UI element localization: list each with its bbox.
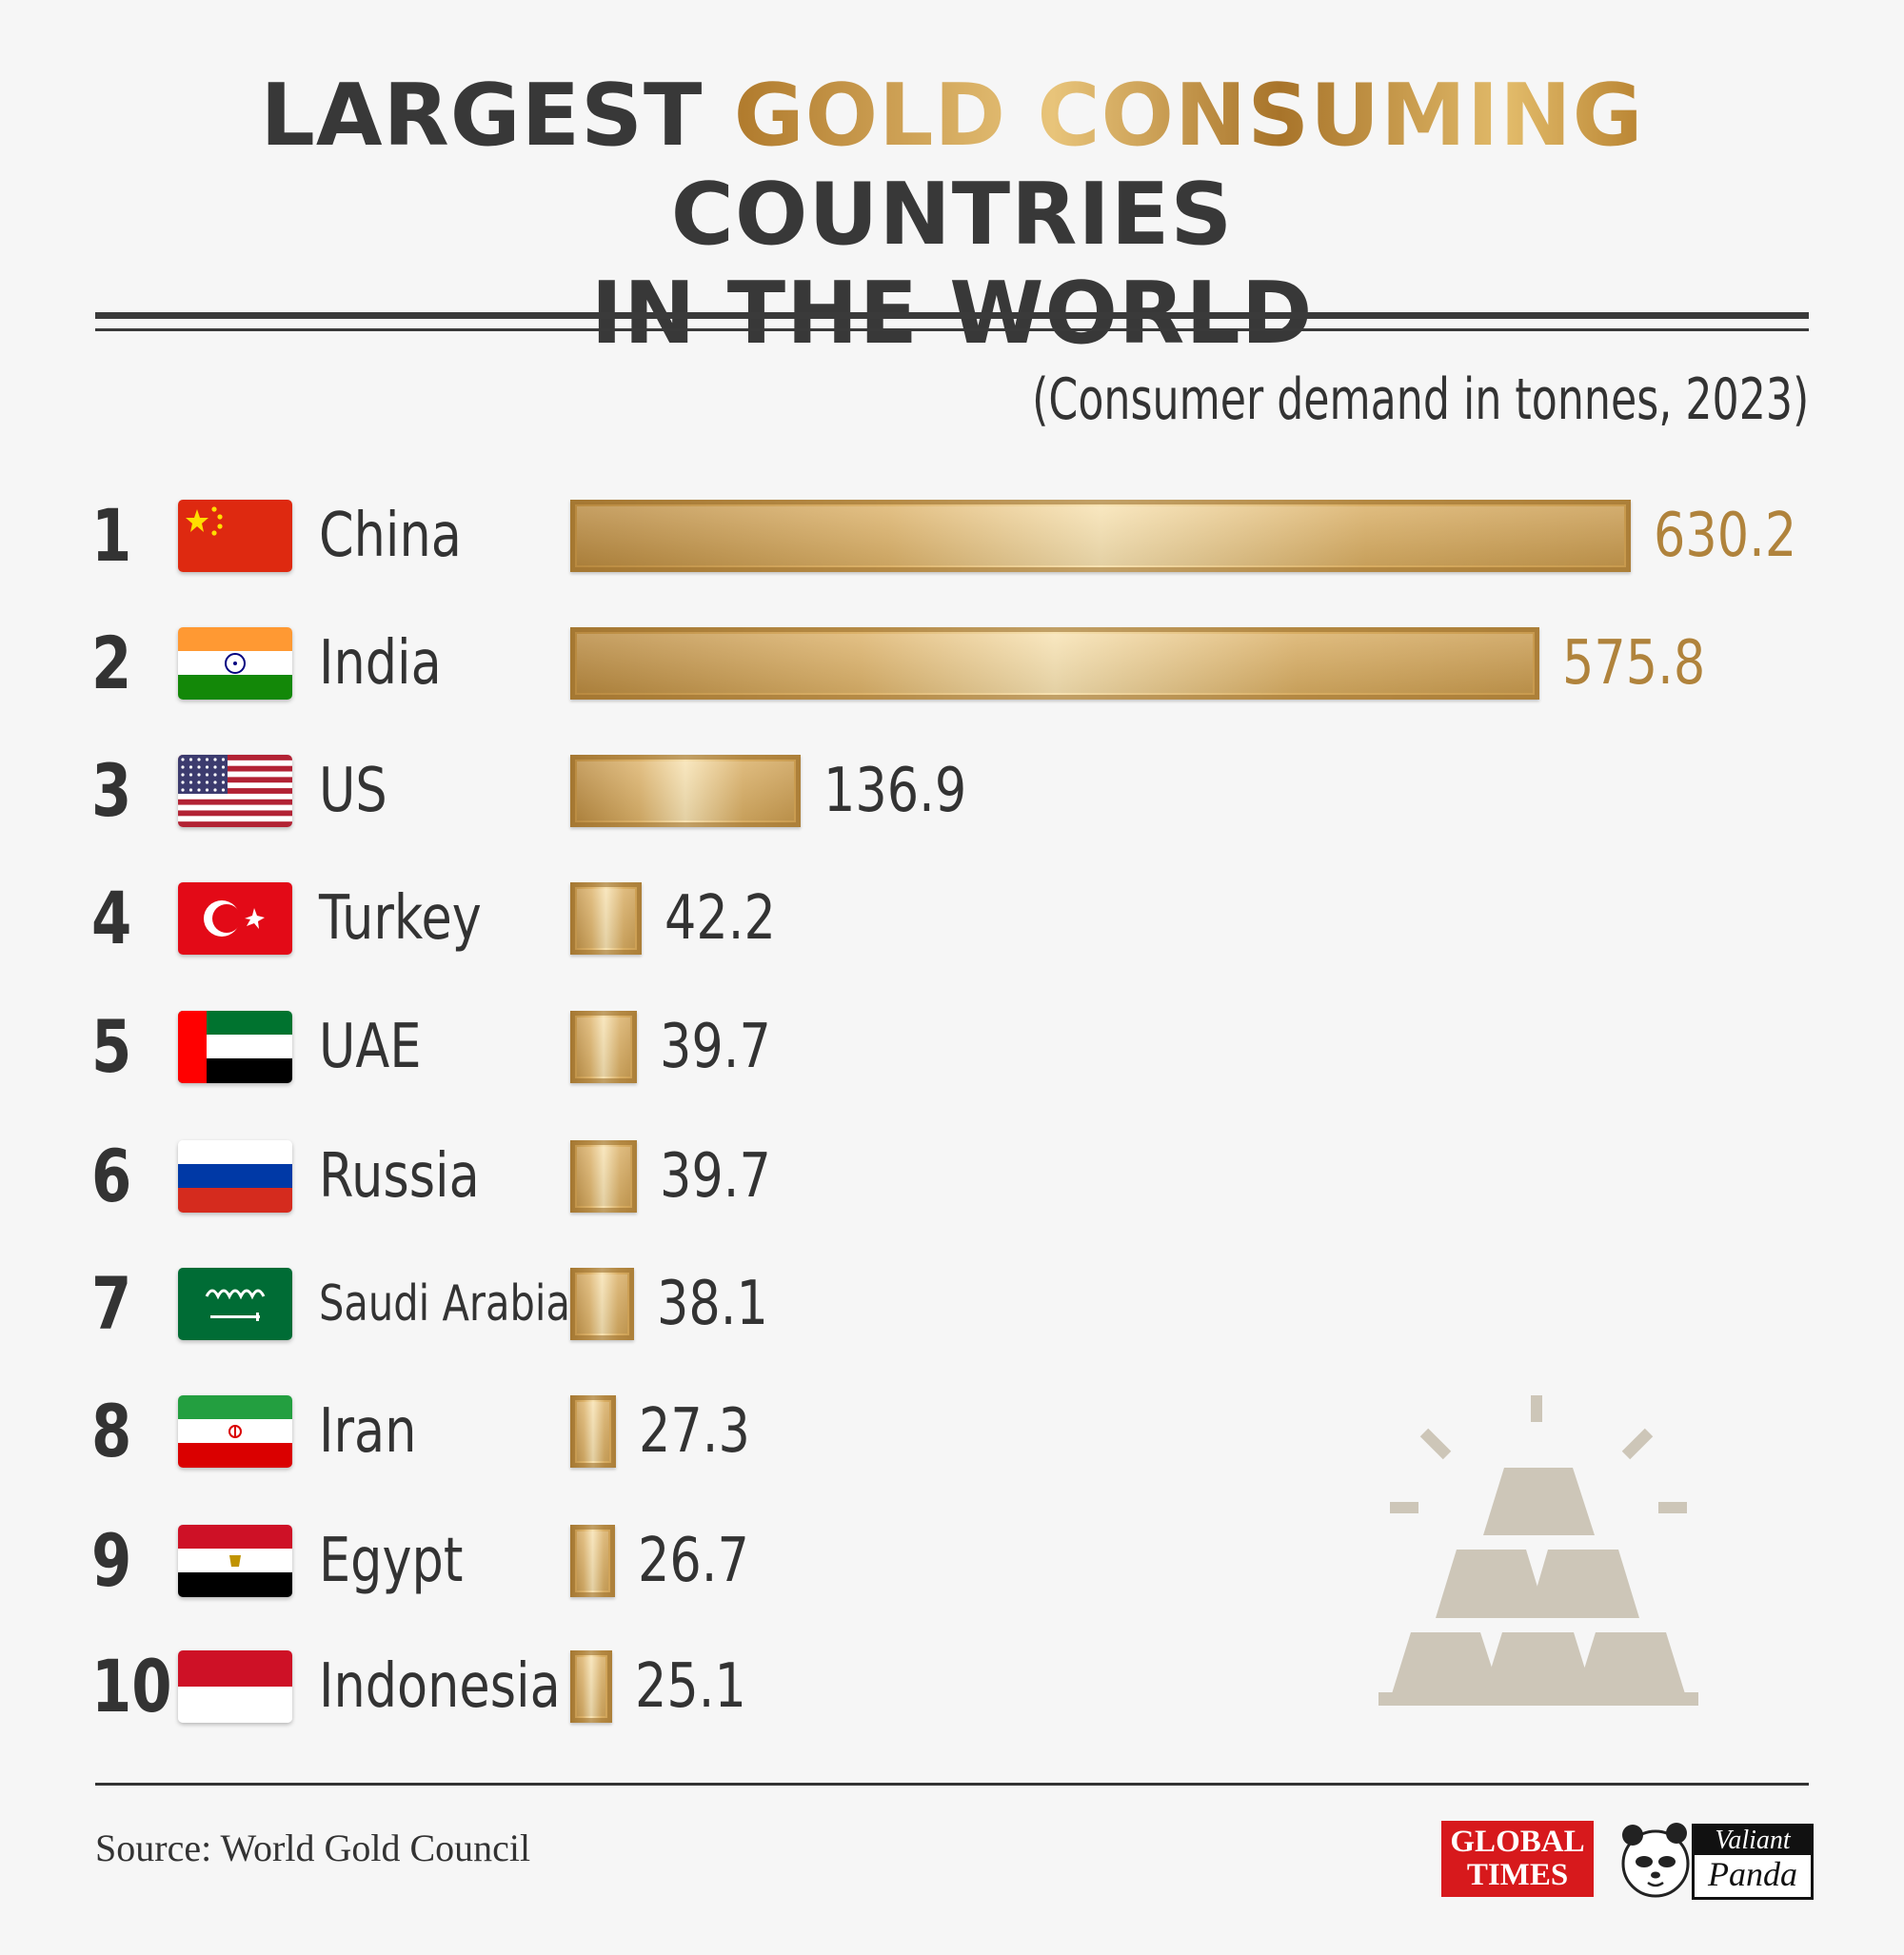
russia-flag-icon xyxy=(178,1140,292,1213)
value-label: 26.7 xyxy=(638,1526,750,1596)
egypt-flag-icon xyxy=(178,1525,292,1597)
bar-row: 6 Russia 39.7 xyxy=(0,1134,1904,1218)
rank-label: 10 xyxy=(91,1644,172,1728)
rank-label: 3 xyxy=(91,748,132,833)
bar-row: 3 US 136.9 xyxy=(0,748,1904,833)
bar xyxy=(570,1395,617,1468)
value-label: 39.7 xyxy=(660,1141,772,1212)
turkey-flag-icon xyxy=(178,882,292,955)
category-label: Turkey xyxy=(319,883,482,954)
rank-label: 9 xyxy=(91,1518,132,1603)
bar-row: 7 Saudi Arabia 38.1 xyxy=(0,1261,1904,1346)
bar xyxy=(570,882,642,955)
top-rule-thin xyxy=(95,328,1809,331)
category-label: Egypt xyxy=(319,1526,464,1596)
bar xyxy=(570,1268,635,1340)
category-label: China xyxy=(319,501,462,571)
category-label: Saudi Arabia xyxy=(319,1275,570,1333)
category-label: India xyxy=(319,628,442,699)
valiant-panda-logo: Valiant Panda xyxy=(1616,1820,1814,1900)
gold-bars-icon xyxy=(1378,1395,1698,1706)
valiant-panda-wordmark: Valiant Panda xyxy=(1692,1824,1814,1900)
global-times-logo-line2: TIMES xyxy=(1466,1858,1569,1892)
indonesia-flag-icon xyxy=(178,1650,292,1723)
value-label: 39.7 xyxy=(660,1012,772,1082)
value-label: 25.1 xyxy=(635,1651,747,1722)
chart-subtitle: (Consumer demand in tonnes, 2023) xyxy=(1031,366,1809,433)
category-label: Indonesia xyxy=(319,1651,561,1722)
rank-label: 1 xyxy=(91,493,132,578)
category-label: US xyxy=(319,756,387,826)
bar xyxy=(570,1011,638,1083)
valiant-panda-line1: Valiant xyxy=(1695,1827,1811,1855)
saudi-arabia-flag-icon xyxy=(178,1268,292,1340)
uae-flag-icon xyxy=(178,1011,292,1083)
value-label: 38.1 xyxy=(657,1269,769,1339)
rank-label: 8 xyxy=(91,1389,132,1473)
rank-label: 7 xyxy=(91,1261,132,1346)
source-note: Source: World Gold Council xyxy=(95,1827,531,1869)
china-flag-icon xyxy=(178,500,292,572)
value-label: 630.2 xyxy=(1654,501,1797,571)
title-gold-part: GOLD CONSUMING xyxy=(733,66,1644,166)
value-label: 42.2 xyxy=(664,883,776,954)
value-label: 575.8 xyxy=(1561,628,1706,699)
bar xyxy=(570,1140,638,1213)
top-rule xyxy=(95,312,1809,319)
valiant-panda-line2: Panda xyxy=(1708,1855,1797,1893)
category-label: UAE xyxy=(319,1012,422,1082)
bar-row: 8 Iran 27.3 xyxy=(0,1389,1904,1473)
global-times-logo: GLOBAL TIMES xyxy=(1441,1821,1594,1897)
category-label: Russia xyxy=(319,1141,480,1212)
bar-row: 1 China 630.2 xyxy=(0,493,1904,578)
value-label: 27.3 xyxy=(639,1396,751,1467)
category-label: Iran xyxy=(319,1396,417,1467)
bar xyxy=(570,627,1539,700)
india-flag-icon xyxy=(178,627,292,700)
bar xyxy=(570,1650,613,1723)
us-flag-icon xyxy=(178,755,292,827)
chart-title: LARGEST GOLD CONSUMING COUNTRIES IN THE … xyxy=(0,67,1904,364)
bar-row: 9 Egypt 26.7 xyxy=(0,1518,1904,1603)
global-times-logo-line1: GLOBAL xyxy=(1450,1825,1585,1859)
rank-label: 2 xyxy=(91,621,132,705)
iran-flag-icon xyxy=(178,1395,292,1468)
title-part1: LARGEST xyxy=(260,66,734,166)
rank-label: 4 xyxy=(91,876,132,960)
bar-row: 5 UAE 39.7 xyxy=(0,1004,1904,1089)
rank-label: 6 xyxy=(91,1134,132,1218)
bar-row: 10 Indonesia 25.1 xyxy=(0,1644,1904,1728)
bar xyxy=(570,1525,616,1597)
bar xyxy=(570,755,801,827)
value-label: 136.9 xyxy=(823,756,967,826)
bar-row: 4 Turkey 42.2 xyxy=(0,876,1904,960)
bar-row: 2 India 575.8 xyxy=(0,621,1904,705)
title-part2: COUNTRIES xyxy=(670,165,1234,265)
rank-label: 5 xyxy=(91,1004,132,1089)
bar xyxy=(570,500,1631,572)
panda-icon xyxy=(1621,1823,1690,1898)
bottom-rule xyxy=(95,1783,1809,1786)
